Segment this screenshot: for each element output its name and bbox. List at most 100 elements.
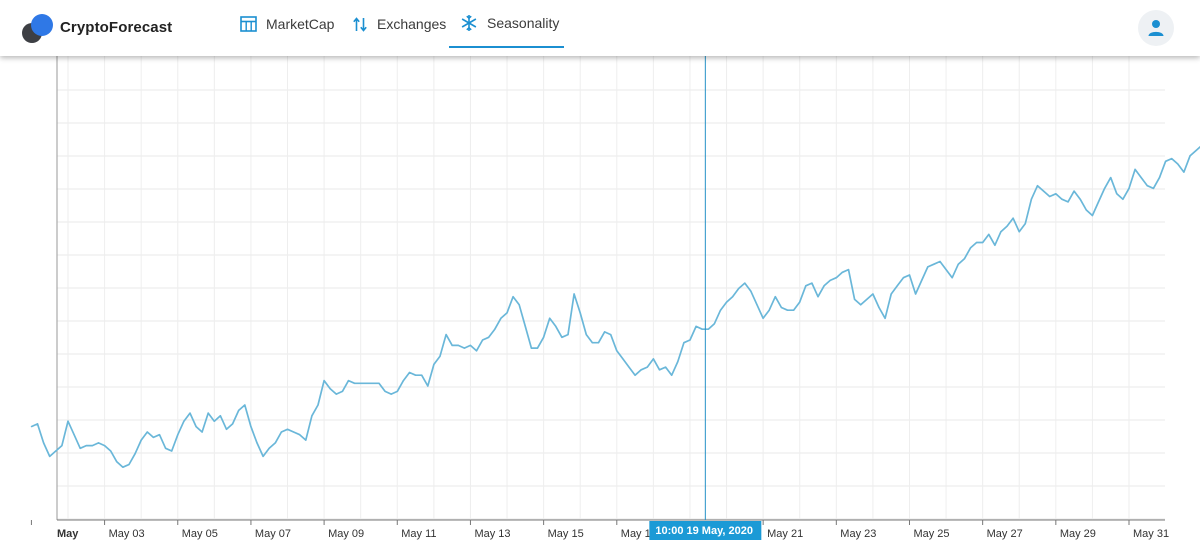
data-point [1006,225,1008,227]
data-point [500,317,502,319]
data-point [1165,160,1167,162]
data-point [799,301,801,303]
data-point [1097,201,1100,203]
data-point [232,423,234,425]
data-point [652,358,655,360]
data-point [762,317,764,319]
data-point [793,309,795,311]
data-point [884,317,886,319]
data-point [1049,195,1051,198]
data-point [994,244,996,246]
data-point [293,431,295,433]
data-point [360,382,362,384]
brand-name: CryptoForecast [60,19,173,36]
data-point [1128,187,1130,189]
data-point [347,380,350,382]
data-point [1171,158,1173,160]
data-point [1091,214,1093,217]
x-tick-label: May 25 [913,528,949,540]
nav-tab-seasonality[interactable]: Seasonality [449,0,564,48]
data-point [878,306,880,309]
data-point [97,442,100,444]
data-point [219,415,221,417]
x-tick-label: May 05 [182,528,218,540]
data-point [543,336,545,338]
data-point [262,455,264,457]
x-tick-label: May 29 [1060,528,1096,540]
data-point [1189,155,1191,157]
data-point [104,445,106,447]
data-point [780,306,783,309]
data-point [1104,187,1106,189]
data-point [945,269,947,271]
data-point [713,323,716,325]
data-point [341,390,343,392]
data-point [134,453,136,455]
data-point [1030,198,1032,200]
x-tick-label: May 03 [109,528,145,540]
table-icon [240,16,257,32]
data-point [311,415,313,417]
data-point [976,241,978,244]
nav-tab-label: Seasonality [487,15,560,31]
data-point [1177,163,1179,165]
data-point [634,374,636,376]
data-point [786,309,789,311]
nav-tab-marketcap[interactable]: MarketCap [240,0,334,48]
data-point [988,233,990,235]
data-point [963,258,966,260]
data-point [1067,201,1069,203]
data-point [512,296,514,298]
data-point [1024,223,1026,225]
data-point [658,369,661,371]
data-point [671,374,673,376]
data-point [79,447,81,449]
data-point [439,355,441,357]
data-point [207,412,209,414]
data-point [640,369,642,371]
data-point [738,287,740,290]
data-point [1055,193,1057,195]
data-point [238,409,240,411]
data-point [146,431,148,433]
data-point [67,420,69,422]
data-point [805,285,807,287]
data-point [451,344,453,346]
data-point [774,296,776,298]
data-point [475,350,478,352]
data-point [244,404,246,406]
data-point [1012,217,1014,219]
x-tick-label: May 1 [621,528,651,540]
data-point [110,450,112,452]
data-point [55,450,57,452]
data-point [927,266,929,268]
data-point [1134,168,1136,170]
data-point [1036,185,1039,187]
nav-tab-exchanges[interactable]: Exchanges [352,0,446,48]
data-point [823,285,825,287]
data-point [366,382,368,384]
data-point [482,339,484,341]
data-point [536,347,539,349]
data-point [695,325,697,327]
data-point [1183,171,1185,173]
data-point [719,309,722,311]
data-point [756,304,758,306]
crosshair-date-label: 10:00 19 May, 2020 [655,525,753,537]
data-point [354,382,356,384]
data-point [1079,198,1081,200]
data-point [1110,177,1112,179]
user-account-button[interactable] [1138,10,1174,46]
data-point [1152,187,1154,189]
data-point [701,328,703,330]
data-point [177,434,179,436]
data-point [616,350,618,352]
data-point [1061,198,1063,200]
data-point [61,445,63,447]
data-point [274,442,276,444]
data-point [85,445,87,447]
x-tick-label: May 31 [1133,528,1169,540]
series-line [31,145,1200,469]
data-point [43,442,45,444]
